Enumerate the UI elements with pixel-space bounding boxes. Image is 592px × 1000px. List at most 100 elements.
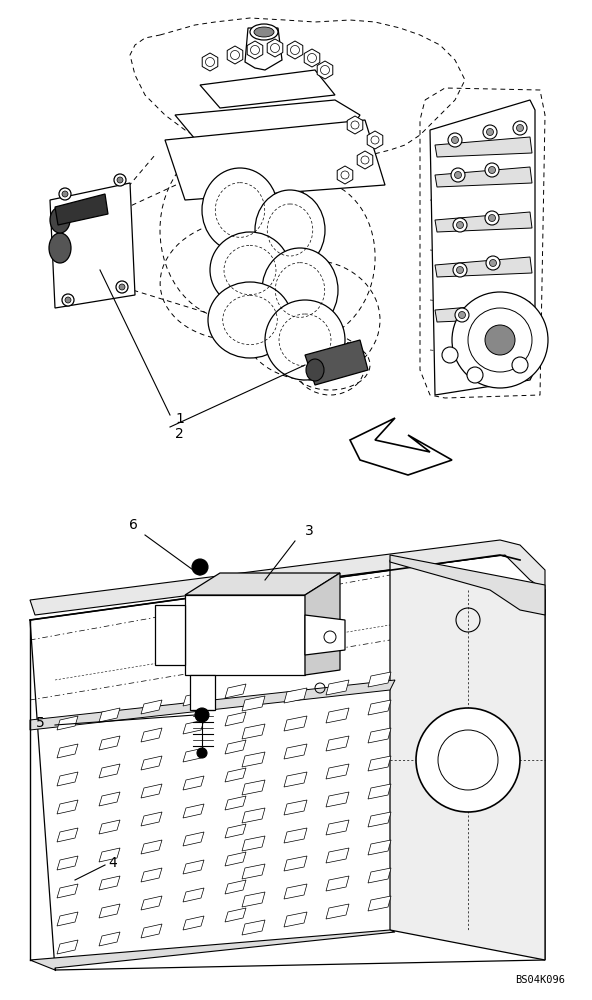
Polygon shape — [242, 864, 265, 879]
Polygon shape — [183, 860, 204, 874]
Circle shape — [452, 136, 458, 143]
Circle shape — [452, 292, 548, 388]
Circle shape — [456, 222, 464, 229]
Ellipse shape — [210, 232, 290, 308]
Polygon shape — [141, 924, 162, 938]
Polygon shape — [284, 716, 307, 731]
Polygon shape — [368, 756, 391, 771]
Polygon shape — [141, 812, 162, 826]
Ellipse shape — [50, 207, 70, 233]
Polygon shape — [55, 200, 120, 280]
Polygon shape — [435, 167, 532, 187]
Polygon shape — [368, 840, 391, 855]
Polygon shape — [326, 708, 349, 723]
Circle shape — [192, 559, 208, 575]
Polygon shape — [30, 930, 395, 970]
Ellipse shape — [202, 168, 278, 252]
Circle shape — [490, 259, 497, 266]
Polygon shape — [99, 764, 120, 778]
Polygon shape — [225, 712, 246, 726]
Circle shape — [485, 163, 499, 177]
Polygon shape — [99, 848, 120, 862]
Polygon shape — [183, 692, 204, 706]
Polygon shape — [183, 748, 204, 762]
Polygon shape — [225, 684, 246, 698]
Polygon shape — [284, 856, 307, 871]
Polygon shape — [99, 876, 120, 890]
Polygon shape — [141, 868, 162, 882]
Circle shape — [458, 312, 465, 318]
Polygon shape — [326, 736, 349, 751]
Polygon shape — [347, 116, 363, 134]
Polygon shape — [242, 696, 265, 711]
Circle shape — [442, 347, 458, 363]
Polygon shape — [155, 605, 185, 665]
Polygon shape — [200, 70, 335, 108]
Polygon shape — [368, 700, 391, 715]
Polygon shape — [350, 418, 452, 475]
Circle shape — [455, 172, 462, 178]
Polygon shape — [284, 688, 307, 703]
Polygon shape — [435, 302, 532, 322]
Polygon shape — [185, 573, 340, 595]
Polygon shape — [57, 744, 78, 758]
Circle shape — [197, 748, 207, 758]
Polygon shape — [337, 166, 353, 184]
Polygon shape — [326, 764, 349, 779]
Polygon shape — [57, 940, 78, 954]
Polygon shape — [141, 756, 162, 770]
Polygon shape — [99, 904, 120, 918]
Polygon shape — [247, 41, 263, 59]
Polygon shape — [141, 700, 162, 714]
Polygon shape — [367, 131, 383, 149]
Polygon shape — [242, 920, 265, 935]
Circle shape — [59, 188, 71, 200]
Circle shape — [117, 177, 123, 183]
Text: 6: 6 — [129, 518, 138, 532]
Circle shape — [455, 308, 469, 322]
Text: 3: 3 — [305, 524, 314, 538]
Polygon shape — [326, 792, 349, 807]
Polygon shape — [242, 752, 265, 767]
Polygon shape — [141, 840, 162, 854]
Polygon shape — [267, 39, 283, 57]
Polygon shape — [326, 680, 349, 695]
Polygon shape — [57, 800, 78, 814]
Ellipse shape — [265, 300, 345, 380]
Polygon shape — [368, 728, 391, 743]
Text: 2: 2 — [175, 427, 184, 441]
Polygon shape — [225, 908, 246, 922]
Polygon shape — [141, 896, 162, 910]
Polygon shape — [242, 780, 265, 795]
Circle shape — [516, 124, 523, 131]
Polygon shape — [99, 708, 120, 722]
Polygon shape — [368, 812, 391, 827]
Circle shape — [119, 284, 125, 290]
Polygon shape — [368, 896, 391, 911]
Circle shape — [513, 121, 527, 135]
Polygon shape — [430, 100, 535, 395]
Polygon shape — [435, 137, 532, 157]
Polygon shape — [287, 41, 303, 59]
Circle shape — [114, 174, 126, 186]
Polygon shape — [305, 340, 368, 385]
Circle shape — [116, 281, 128, 293]
Polygon shape — [390, 560, 545, 960]
Polygon shape — [57, 716, 78, 730]
Polygon shape — [185, 595, 305, 675]
Ellipse shape — [254, 27, 274, 37]
Polygon shape — [183, 776, 204, 790]
Polygon shape — [305, 573, 340, 675]
Polygon shape — [99, 820, 120, 834]
Polygon shape — [99, 932, 120, 946]
Polygon shape — [175, 100, 360, 145]
Polygon shape — [390, 555, 545, 615]
Text: 5: 5 — [36, 716, 45, 730]
Polygon shape — [225, 796, 246, 810]
Polygon shape — [242, 892, 265, 907]
Circle shape — [456, 266, 464, 273]
Polygon shape — [284, 912, 307, 927]
Ellipse shape — [49, 233, 71, 263]
Polygon shape — [183, 888, 204, 902]
Ellipse shape — [208, 282, 292, 358]
